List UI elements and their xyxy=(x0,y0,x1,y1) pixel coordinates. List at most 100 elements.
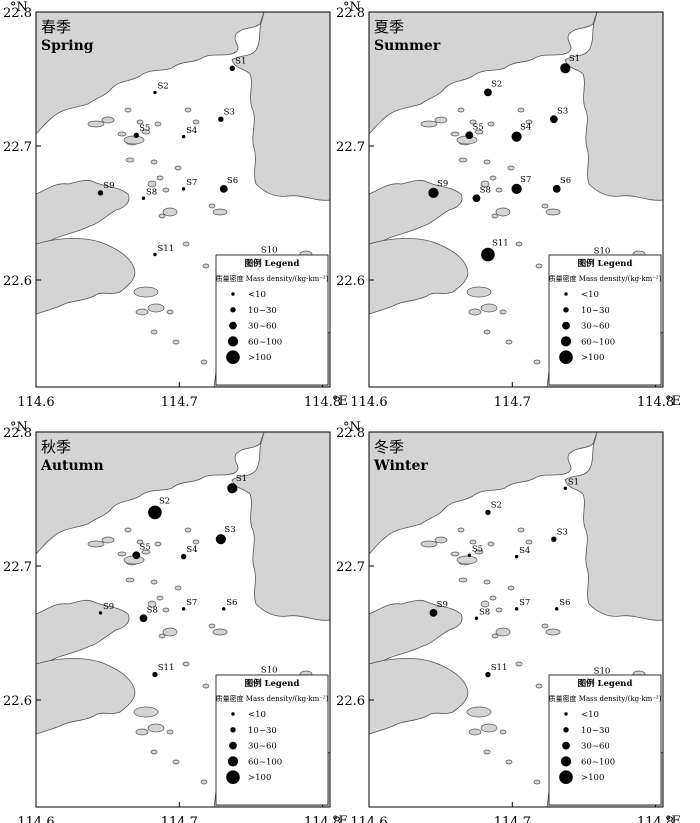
y-tick-label: 22.8 xyxy=(336,426,365,441)
site-label: S8 xyxy=(147,605,158,615)
legend: 图例 Legend 质量密度 Mass density/(kg·km⁻²) <10 1… xyxy=(216,674,329,806)
site-marker xyxy=(148,505,162,520)
site-label: S2 xyxy=(157,82,168,92)
island xyxy=(162,187,170,193)
island xyxy=(487,121,495,127)
site-marker xyxy=(98,611,103,615)
map-panel: 22.8 22.7 22.6 114.6 114.7 114.8 °N °E 秋季 Autumn S… xyxy=(3,420,348,823)
site-label: S11 xyxy=(491,663,508,673)
legend-item-label: >100 xyxy=(581,773,604,783)
map-frame xyxy=(368,11,664,388)
legend-marker xyxy=(229,741,237,750)
island xyxy=(87,540,105,548)
legend-item-label: 30~60 xyxy=(248,322,277,332)
map-frame xyxy=(35,11,331,388)
island xyxy=(141,129,151,135)
island xyxy=(434,116,448,124)
site-marker xyxy=(97,190,104,196)
site-marker xyxy=(152,671,158,678)
legend-marker xyxy=(230,307,236,313)
y-unit-label: °N xyxy=(343,0,361,15)
legend-marker xyxy=(227,756,239,767)
island xyxy=(466,286,492,298)
y-tick-label: 22.7 xyxy=(3,140,32,155)
land-polygon xyxy=(369,432,598,555)
island xyxy=(184,527,192,533)
site-label: S10 xyxy=(594,667,611,677)
site-marker xyxy=(181,134,186,139)
x-unit-label: °E xyxy=(665,394,681,409)
island xyxy=(474,549,484,555)
site-label: S1 xyxy=(569,54,580,64)
island xyxy=(533,779,541,785)
site-marker xyxy=(181,187,186,191)
site-marker xyxy=(511,183,522,194)
island xyxy=(480,723,498,733)
island xyxy=(192,119,200,125)
site-label: S6 xyxy=(227,176,238,186)
island xyxy=(208,203,216,209)
legend-unit: 质量密度 Mass density/(kg·km⁻²) xyxy=(216,694,329,703)
island xyxy=(166,729,174,735)
site-marker xyxy=(215,534,226,545)
legend-marker xyxy=(563,727,569,733)
site-marker xyxy=(474,616,479,620)
site-marker xyxy=(552,184,561,193)
y-tick-label: 22.8 xyxy=(3,6,32,21)
legend: 图例 Legend 质量密度 Mass density/(kg·km⁻²) <10 1… xyxy=(549,674,662,806)
island xyxy=(101,116,115,124)
site-label: S1 xyxy=(235,57,246,67)
map-area xyxy=(36,432,330,807)
island xyxy=(535,683,543,689)
season-title-en: Winter xyxy=(373,458,428,474)
island xyxy=(420,540,438,548)
site-marker xyxy=(133,132,140,138)
island xyxy=(480,600,490,608)
site-label: S7 xyxy=(186,598,197,608)
island xyxy=(535,263,543,269)
site-marker xyxy=(429,609,438,617)
legend-marker xyxy=(227,336,239,347)
island xyxy=(125,577,135,583)
legend-item-label: 60~100 xyxy=(248,337,282,347)
site-marker xyxy=(467,553,472,557)
island xyxy=(480,180,490,188)
island xyxy=(212,208,228,216)
site-label: S9 xyxy=(437,179,448,189)
island xyxy=(158,213,166,219)
site-marker xyxy=(563,486,568,490)
island xyxy=(491,213,499,219)
site-marker xyxy=(560,63,571,74)
island xyxy=(141,549,151,555)
legend-item-label: 60~100 xyxy=(581,757,615,767)
site-label: S2 xyxy=(159,497,170,507)
island xyxy=(124,107,132,113)
x-tick-label: 114.6 xyxy=(350,815,387,823)
map-panel: 22.8 22.7 22.6 114.6 114.7 114.8 °N °E 夏季 Summer S… xyxy=(336,0,681,410)
map-frame xyxy=(368,431,664,808)
site-marker xyxy=(141,196,146,200)
island xyxy=(172,759,180,765)
legend-item-label: 10~30 xyxy=(248,306,277,316)
map-panel: 22.8 22.7 22.6 114.6 114.7 114.8 °N °E 冬季 Winter S… xyxy=(336,420,681,823)
island xyxy=(541,203,549,209)
season-title-cn: 夏季 xyxy=(374,18,404,36)
site-label: S3 xyxy=(557,106,568,116)
legend-item-label: 60~100 xyxy=(581,337,615,347)
island xyxy=(517,527,525,533)
x-unit-label: °E xyxy=(332,814,348,823)
y-tick-label: 22.6 xyxy=(3,274,32,289)
y-tick-label: 22.8 xyxy=(336,6,365,21)
site-marker xyxy=(514,554,519,559)
x-tick-label: 114.6 xyxy=(17,395,54,410)
island xyxy=(135,308,149,316)
island xyxy=(150,749,158,755)
season-title-en: Summer xyxy=(374,38,441,54)
island xyxy=(162,607,170,613)
island xyxy=(533,359,541,365)
island xyxy=(468,308,482,316)
land-polygon xyxy=(231,12,330,201)
site-marker xyxy=(139,614,148,623)
site-label: S10 xyxy=(261,666,278,676)
